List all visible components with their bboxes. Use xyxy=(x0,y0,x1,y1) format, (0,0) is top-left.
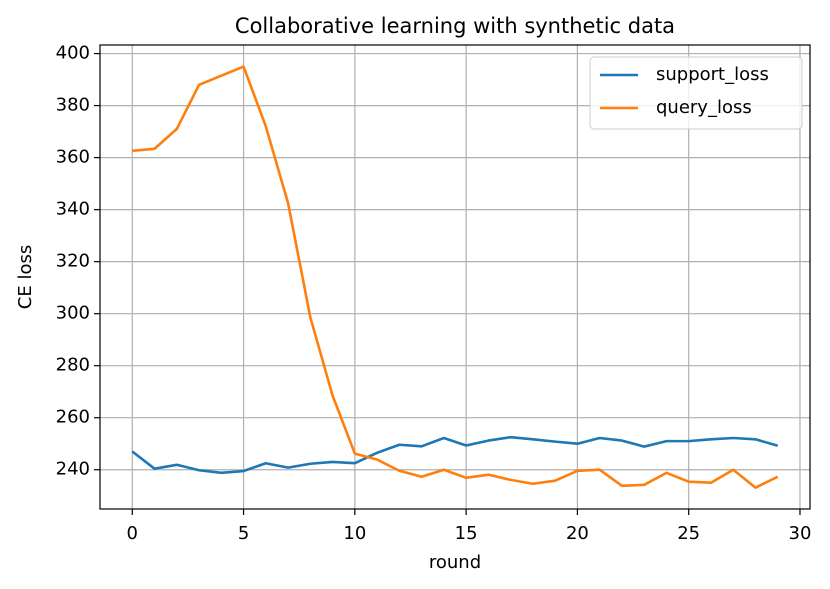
y-tick-label: 280 xyxy=(56,355,90,376)
legend-label: query_loss xyxy=(656,97,752,118)
x-tick-label: 5 xyxy=(238,523,249,544)
x-tick-label: 20 xyxy=(566,523,589,544)
x-tick-label: 10 xyxy=(343,523,366,544)
x-tick-label: 30 xyxy=(789,523,812,544)
x-tick-label: 0 xyxy=(127,523,138,544)
x-tick-label: 25 xyxy=(677,523,700,544)
y-tick-label: 400 xyxy=(56,43,90,64)
chart-title: Collaborative learning with synthetic da… xyxy=(235,14,675,38)
y-tick-label: 240 xyxy=(56,459,90,480)
y-tick-label: 300 xyxy=(56,303,90,324)
x-tick-label: 15 xyxy=(455,523,478,544)
y-tick-label: 380 xyxy=(56,95,90,116)
series-line xyxy=(132,65,779,489)
plot-frame xyxy=(99,44,811,510)
legend-label: support_loss xyxy=(656,64,769,85)
y-tick-label: 340 xyxy=(56,199,90,220)
series-line xyxy=(131,435,779,475)
y-tick-label: 360 xyxy=(56,147,90,168)
y-axis-label: CE loss xyxy=(15,245,36,309)
legend-box xyxy=(589,56,803,130)
x-axis-label: round xyxy=(429,552,481,573)
legend: support_loss query_loss xyxy=(589,56,803,130)
y-tick-label: 260 xyxy=(56,407,90,428)
y-tick-label: 320 xyxy=(56,251,90,272)
